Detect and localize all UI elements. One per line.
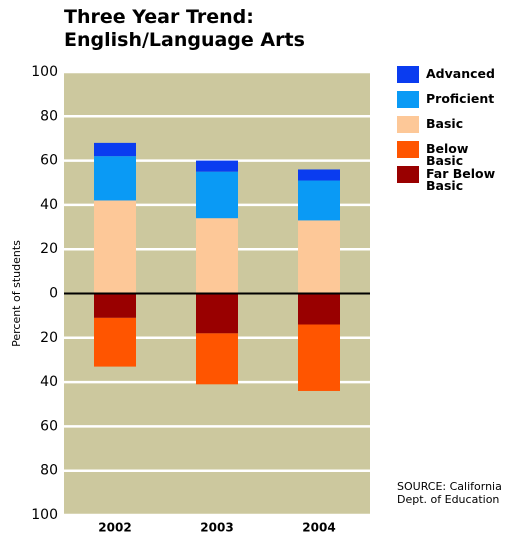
- legend-label: Basic: [426, 116, 464, 131]
- bar-segment: [94, 142, 136, 157]
- bar-segment: [196, 171, 238, 219]
- bar-segment: [196, 293, 238, 334]
- bar-segment: [298, 180, 340, 221]
- bar-segment: [94, 317, 136, 367]
- title-line: Three Year Trend:: [64, 6, 254, 28]
- bar-segment: [298, 169, 340, 181]
- bar-segment: [196, 160, 238, 172]
- legend-item: Far Below Basic: [397, 166, 519, 193]
- bar-segment: [94, 293, 136, 318]
- y-tick-label: 20: [40, 330, 58, 346]
- legend-item: Advanced: [397, 66, 519, 91]
- y-tick-label: 0: [49, 286, 58, 302]
- y-tick-label: 80: [40, 108, 58, 124]
- bar-segment: [298, 324, 340, 391]
- bar-segment: [94, 200, 136, 294]
- legend-swatch: [397, 166, 419, 183]
- title-line: English/Language Arts: [64, 29, 305, 51]
- y-tick-label: 20: [40, 241, 58, 257]
- legend-label: Advanced: [426, 66, 495, 81]
- bar-segment: [298, 220, 340, 294]
- bar-segment: [94, 156, 136, 201]
- legend-item: Basic: [397, 116, 519, 141]
- x-tick-label: 2002: [98, 521, 131, 535]
- legend-label: Below Basic: [426, 141, 469, 168]
- y-tick-label: 100: [31, 507, 58, 523]
- source: SOURCE: California Dept. of Education: [397, 480, 502, 506]
- bar-segment: [196, 218, 238, 294]
- chart-title: Three Year Trend: English/Language Arts: [64, 6, 305, 52]
- legend-item: Proficient: [397, 91, 519, 116]
- legend-label: Far Below Basic: [426, 166, 496, 193]
- y-tick-label: 40: [40, 197, 58, 213]
- legend-swatch: [397, 141, 419, 158]
- x-tick-label: 2004: [302, 521, 335, 535]
- legend-label: Proficient: [426, 91, 495, 106]
- legend-swatch: [397, 66, 419, 83]
- y-tick-label: 100: [31, 64, 58, 80]
- y-tick-label: 40: [40, 374, 58, 390]
- y-tick-label: 60: [40, 153, 58, 169]
- legend-swatch: [397, 91, 419, 108]
- legend-swatch: [397, 116, 419, 133]
- legend-item: Below Basic: [397, 141, 519, 168]
- y-tick-label: 80: [40, 463, 58, 479]
- bar-segment: [298, 293, 340, 325]
- legend: Advanced Proficient Basic Below Basic Far Be…: [397, 66, 519, 193]
- x-tick-label: 2003: [200, 521, 233, 535]
- y-axis-label: Percent of students: [10, 240, 23, 347]
- y-tick-label: 60: [40, 418, 58, 434]
- bar-segment: [196, 333, 238, 385]
